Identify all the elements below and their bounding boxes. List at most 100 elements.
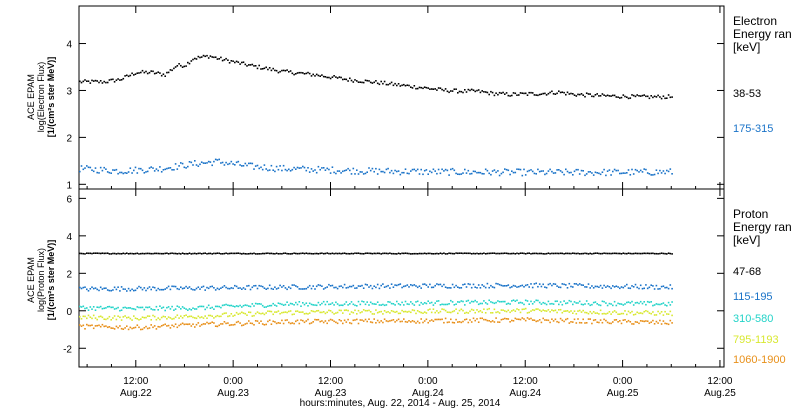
data-point	[234, 323, 236, 326]
data-point	[194, 308, 196, 310]
data-point	[646, 300, 649, 303]
data-point	[390, 310, 393, 312]
electron-legend-title-line1: Electron	[733, 14, 777, 28]
data-point	[169, 327, 172, 329]
data-point	[437, 168, 440, 171]
data-point	[469, 283, 471, 286]
data-point	[535, 308, 537, 310]
data-point	[362, 309, 365, 311]
data-point	[552, 310, 555, 312]
data-point	[437, 318, 440, 321]
data-point	[218, 324, 220, 327]
data-point	[296, 286, 299, 288]
data-point	[141, 328, 144, 331]
data-point	[425, 86, 428, 89]
data-point	[195, 58, 198, 60]
data-point	[261, 304, 264, 307]
data-point	[195, 164, 198, 166]
data-point	[387, 311, 389, 313]
data-point	[612, 321, 614, 323]
data-point	[281, 311, 283, 314]
data-point	[211, 253, 213, 255]
data-point	[648, 286, 651, 289]
data-point	[133, 169, 135, 172]
data-point	[328, 76, 330, 79]
data-point	[308, 284, 311, 287]
data-point	[669, 304, 672, 306]
data-point	[282, 285, 285, 287]
data-point	[436, 318, 438, 321]
data-point	[148, 286, 151, 288]
data-point	[122, 288, 125, 290]
data-point	[572, 174, 574, 176]
data-point	[115, 168, 118, 171]
data-point	[338, 252, 341, 255]
data-point	[110, 172, 112, 174]
data-point	[650, 312, 652, 315]
data-point	[477, 89, 480, 91]
data-point	[190, 288, 193, 290]
data-point	[244, 63, 247, 66]
data-point	[209, 285, 212, 288]
data-point	[171, 169, 173, 171]
electron-legend-title-line3: [keV]	[733, 40, 760, 54]
data-point	[112, 317, 114, 319]
data-point	[103, 252, 105, 255]
data-point	[302, 165, 304, 168]
data-point	[585, 286, 588, 288]
data-point	[608, 169, 611, 171]
data-point	[260, 166, 262, 169]
data-point	[190, 325, 193, 327]
data-point	[645, 310, 647, 312]
data-point	[261, 285, 264, 288]
data-point	[126, 172, 128, 174]
data-point	[359, 285, 362, 287]
data-point	[396, 319, 398, 322]
data-point	[418, 86, 421, 89]
data-point	[469, 302, 471, 304]
data-point	[453, 252, 456, 255]
data-point	[498, 321, 501, 323]
data-point	[448, 287, 450, 289]
data-point	[328, 309, 330, 312]
data-point	[528, 169, 530, 172]
data-point	[140, 167, 142, 170]
data-point	[397, 312, 400, 315]
data-point	[641, 287, 644, 290]
data-point	[248, 162, 250, 165]
data-point	[629, 252, 632, 255]
data-point	[531, 319, 534, 321]
data-point	[338, 76, 341, 78]
data-point	[439, 304, 442, 306]
data-point	[389, 171, 391, 174]
data-point	[146, 252, 149, 255]
data-point	[145, 70, 147, 73]
data-point	[488, 320, 490, 322]
legend-entry-38-53: 38-53	[733, 88, 761, 100]
data-point	[556, 252, 558, 255]
data-point	[587, 171, 590, 173]
data-point	[580, 169, 583, 172]
data-point	[464, 304, 466, 306]
data-point	[559, 301, 562, 303]
data-point	[113, 286, 116, 289]
data-point	[460, 173, 463, 175]
data-point	[369, 284, 372, 287]
data-point	[443, 170, 445, 172]
data-point	[207, 314, 210, 317]
data-point	[249, 64, 252, 66]
data-point	[641, 94, 644, 97]
data-point	[645, 95, 647, 98]
data-point	[131, 288, 133, 291]
data-point	[671, 253, 673, 255]
data-point	[594, 301, 597, 303]
data-point	[340, 285, 342, 287]
data-point	[570, 252, 572, 255]
data-point	[524, 284, 527, 287]
data-point	[538, 301, 541, 304]
data-point	[542, 309, 544, 311]
data-point	[406, 321, 409, 323]
data-point	[612, 252, 614, 255]
data-point	[638, 252, 640, 255]
data-point	[547, 319, 550, 322]
